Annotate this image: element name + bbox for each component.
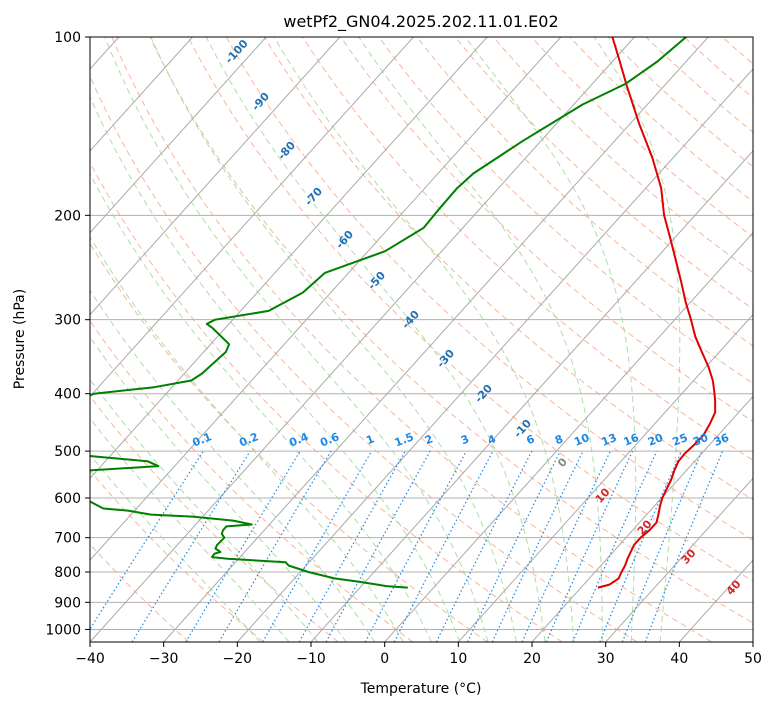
y-tick-label: 500 [54, 444, 81, 460]
y-axis: 100 200 300 400 500 600 700 800 900 1000 [45, 30, 90, 638]
dry-adiabat-line [416, 37, 753, 347]
chart-title: wetPf2_GN04.2025.202.11.01.E02 [283, 12, 558, 32]
mixing-ratio-label: 16 [622, 431, 641, 449]
isotherm-line [457, 313, 753, 642]
y-tick-label: 400 [54, 387, 81, 403]
isotherm-line [163, 37, 709, 642]
x-tick-label: 10 [449, 651, 467, 667]
moist-adiabat-line [90, 453, 261, 642]
x-tick-label: −30 [149, 651, 179, 667]
x-tick-label: 40 [670, 651, 688, 667]
isotherm-line [90, 37, 414, 398]
y-tick-label: 1000 [45, 622, 81, 638]
mixing-ratio-line [90, 450, 204, 631]
dewpoint-profile-line [90, 37, 687, 589]
x-tick-label: −10 [296, 651, 326, 667]
y-tick-label: 100 [54, 30, 81, 46]
x-tick-label: 50 [744, 651, 762, 667]
moist-adiabat-line [90, 235, 404, 642]
dry-adiabat-line [264, 37, 753, 501]
mixing-ratio-line [298, 450, 406, 642]
moist-adiabat-line [90, 172, 432, 642]
mixing-ratio-line [572, 450, 658, 642]
plot-frame [89, 36, 754, 643]
mixing-ratio-label: 36 [712, 431, 731, 449]
isotherm-line [90, 37, 562, 561]
mixing-ratio-line [545, 450, 634, 642]
dry-adiabat-line [90, 75, 638, 642]
grid-layer [90, 37, 753, 642]
x-tick-label: −20 [223, 651, 253, 667]
isotherm-line [531, 395, 753, 642]
mixing-ratio-line [364, 450, 467, 642]
isotherm-line [90, 37, 341, 316]
moist-adiabat-line [593, 37, 681, 642]
mixing-ratio-label: 2 [423, 432, 435, 447]
mixing-ratio-line [599, 450, 682, 642]
moist-adiabat-line [273, 37, 575, 642]
y-tick-label: 600 [54, 491, 81, 507]
temperature-profile-line [597, 37, 717, 589]
y-tick-label: 800 [54, 565, 81, 581]
mixing-ratio-label: 3 [459, 432, 471, 447]
dry-adiabat-line [493, 37, 753, 274]
mixing-ratio-line [435, 450, 533, 642]
dry-adiabat-line [607, 37, 753, 168]
isotherm-line [90, 37, 635, 642]
mixing-ratio-label: 20 [646, 431, 665, 449]
dry-adiabat-line [340, 37, 753, 423]
dry-adiabat-line [90, 161, 563, 642]
dry-adiabat-line [378, 37, 753, 384]
x-axis: −40 −30 −20 −10 0 10 20 30 40 50 [75, 642, 762, 667]
x-tick-label: 0 [380, 651, 389, 667]
y-tick-label: 900 [54, 595, 81, 611]
dry-adiabat-line [90, 320, 414, 642]
moist-adiabat-line [90, 336, 347, 642]
dry-adiabat-line [187, 37, 753, 582]
mixing-ratio-line [621, 450, 703, 642]
moist-adiabat-line [464, 37, 637, 642]
plot-background [90, 37, 753, 642]
mixing-ratio-label: 10 [572, 431, 591, 449]
y-axis-label: Pressure (hPa) [12, 289, 28, 389]
mixing-ratio-line [325, 450, 431, 642]
x-tick-label: 30 [597, 651, 615, 667]
moist-adiabat-line [90, 95, 461, 642]
moist-adiabat-line [205, 37, 546, 642]
mixing-ratio-label: 25 [671, 431, 690, 449]
mixing-ratio-line [131, 450, 251, 642]
x-axis-label: Temperature (°C) [360, 681, 482, 697]
dry-adiabat-line [111, 37, 712, 642]
y-tick-label: 300 [54, 313, 81, 329]
isotherm-line [90, 37, 193, 152]
mixing-ratio-label: 1 [364, 432, 376, 447]
x-tick-label: 20 [523, 651, 541, 667]
moist-adiabat-line [104, 37, 489, 642]
mixing-ratio-line [644, 450, 724, 642]
isotherm-line [310, 150, 753, 642]
moist-adiabat-line [90, 378, 319, 642]
mixing-ratio-label: 30 [691, 431, 710, 449]
isotherm-line [90, 37, 267, 234]
mixing-ratio-label: 13 [600, 431, 619, 449]
moist-adiabat-line [90, 417, 290, 642]
y-tick-label: 200 [54, 208, 81, 224]
y-tick-label: 700 [54, 531, 81, 547]
isotherm-line [605, 477, 753, 642]
moist-adiabat-line [90, 289, 376, 642]
moist-adiabat-line [150, 37, 517, 642]
dry-adiabat-line [454, 37, 753, 310]
moist-adiabat-line [358, 37, 603, 642]
series-layer [90, 37, 717, 589]
isotherm-line [90, 37, 488, 480]
dry-adiabat-line [90, 242, 488, 642]
dry-adiabat-line [225, 37, 753, 541]
isotherm-line [384, 231, 753, 642]
isotherm-line [236, 68, 753, 642]
x-tick-label: −40 [75, 651, 105, 667]
mixing-ratio-label: 8 [553, 432, 565, 447]
dry-adiabat-line [149, 37, 753, 624]
